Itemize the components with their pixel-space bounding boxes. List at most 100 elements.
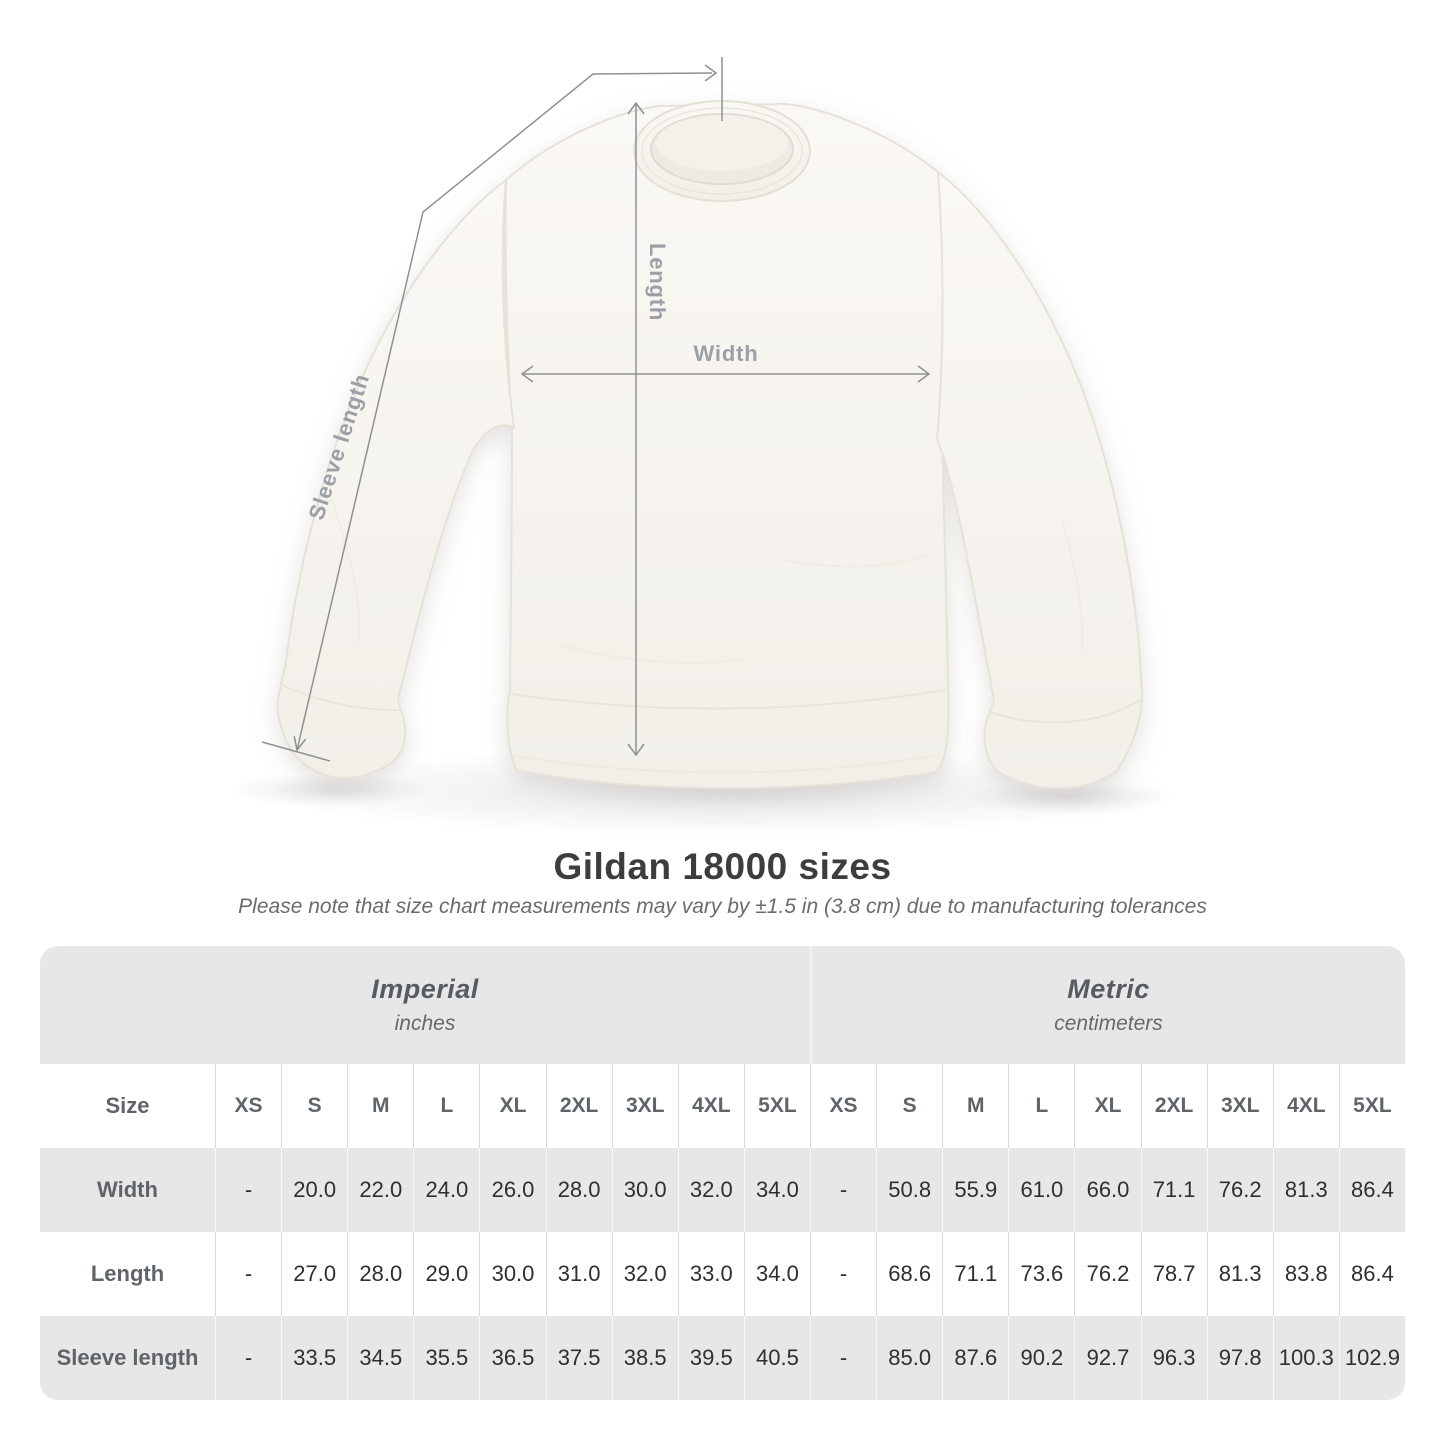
measurement-cell-imperial: 30.0	[611, 1148, 678, 1232]
metric-title: Metric	[1067, 974, 1150, 1004]
unit-header-band: Imperial inches Metric centimeters	[40, 946, 1405, 1064]
sweatshirt-illustration: Length Width Sleeve length	[230, 57, 1177, 836]
measurement-cell-imperial: 34.0	[743, 1148, 810, 1232]
row-label: Width	[40, 1148, 215, 1232]
measurement-cell-metric: 78.7	[1140, 1232, 1207, 1316]
length-label: Length	[645, 243, 670, 321]
measurement-cell-imperial: 36.5	[479, 1316, 546, 1400]
measurement-cell-metric: -	[810, 1232, 877, 1316]
left-cuff-seam	[279, 683, 401, 712]
sleeve-measure-line	[296, 72, 713, 751]
measurement-cell-metric: 71.1	[1140, 1148, 1207, 1232]
sweatshirt-body-group	[276, 100, 1143, 790]
measurement-cell-imperial: 29.0	[413, 1232, 480, 1316]
measurement-cell-metric: 81.3	[1272, 1148, 1339, 1232]
measurement-cell-metric: -	[810, 1148, 877, 1232]
measurement-cell-imperial: -	[215, 1148, 282, 1232]
size-header-metric: 2XL	[1140, 1064, 1207, 1148]
measurement-cell-metric: 86.4	[1338, 1148, 1405, 1232]
imperial-header: Imperial inches	[40, 946, 810, 1064]
measurement-cell-metric: 83.8	[1272, 1232, 1339, 1316]
size-header-metric: XS	[810, 1064, 877, 1148]
size-header-metric: XL	[1074, 1064, 1141, 1148]
arrowhead	[627, 101, 645, 115]
size-header-metric: 5XL	[1338, 1064, 1405, 1148]
imperial-title: Imperial	[371, 974, 479, 1004]
measurement-cell-metric: 100.3	[1272, 1316, 1339, 1400]
arrowhead	[627, 743, 645, 757]
measurement-cell-imperial: 37.5	[545, 1316, 612, 1400]
collar	[633, 100, 811, 202]
metric-unit: centimeters	[1054, 1012, 1163, 1035]
measurement-cell-metric: 50.8	[876, 1148, 943, 1232]
row-label: Sleeve length	[40, 1316, 215, 1400]
torso	[504, 103, 950, 790]
wrinkle	[1061, 519, 1084, 653]
measurement-cell-metric: 97.8	[1206, 1316, 1273, 1400]
measurement-cell-imperial: 33.5	[281, 1316, 348, 1400]
left-sleeve	[276, 179, 515, 779]
wrinkle	[331, 499, 361, 643]
measurement-cell-metric: 61.0	[1008, 1148, 1075, 1232]
size-column-header: Size	[40, 1064, 215, 1148]
measurement-cell-imperial: 27.0	[281, 1232, 348, 1316]
size-header-imperial: 3XL	[611, 1064, 678, 1148]
sweatshirt-diagram: Length Width Sleeve length	[230, 57, 1177, 836]
size-header-metric: S	[876, 1064, 943, 1148]
row-label: Length	[40, 1232, 215, 1316]
measurement-cell-imperial: 40.5	[743, 1316, 810, 1400]
size-grid: Size XS S M L XL 2XL 3XL 4XL 5XL XS S M L XL 2XL 3XL 4XL 5…	[40, 1064, 1405, 1400]
size-header-metric: 4XL	[1272, 1064, 1339, 1148]
size-header-imperial: 5XL	[743, 1064, 810, 1148]
measurement-cell-imperial: 34.0	[743, 1232, 810, 1316]
measurement-cell-metric: 55.9	[942, 1148, 1009, 1232]
measurement-cell-imperial: 24.0	[413, 1148, 480, 1232]
hem-seam	[513, 755, 935, 774]
measurement-cell-metric: 71.1	[942, 1232, 1009, 1316]
arrowhead	[520, 365, 534, 383]
measurement-cell-metric: 86.4	[1338, 1232, 1405, 1316]
right-cuff-seam	[989, 699, 1141, 724]
size-table: Imperial inches Metric centimeters Size X…	[40, 946, 1405, 1400]
measurement-cell-imperial: 35.5	[413, 1316, 480, 1400]
size-header-imperial: 4XL	[677, 1064, 744, 1148]
measurement-cell-metric: 92.7	[1074, 1316, 1141, 1400]
measurement-cell-imperial: 38.5	[611, 1316, 678, 1400]
measurement-cell-metric: 66.0	[1074, 1148, 1141, 1232]
measurement-cell-metric: -	[810, 1316, 877, 1400]
size-header-metric: M	[942, 1064, 1009, 1148]
size-header-imperial: XL	[479, 1064, 546, 1148]
width-label: Width	[694, 341, 759, 366]
measurement-cell-metric: 90.2	[1008, 1316, 1075, 1400]
measurement-cell-imperial: 30.0	[479, 1232, 546, 1316]
measurement-cell-metric: 87.6	[942, 1316, 1009, 1400]
measurement-cell-imperial: 32.0	[611, 1232, 678, 1316]
arrowhead	[293, 736, 307, 752]
measurement-cell-metric: 81.3	[1206, 1232, 1273, 1316]
size-header-metric: L	[1008, 1064, 1075, 1148]
waistband-seam	[511, 689, 947, 710]
tolerance-note: Please note that size chart measurements…	[238, 895, 1207, 918]
size-header-imperial: M	[347, 1064, 414, 1148]
measurement-cell-metric: 85.0	[876, 1316, 943, 1400]
measurement-cell-imperial: 22.0	[347, 1148, 414, 1232]
arrowhead	[704, 64, 718, 82]
measurement-cell-metric: 76.2	[1206, 1148, 1273, 1232]
measurement-cell-metric: 68.6	[876, 1232, 943, 1316]
measurement-cell-metric: 76.2	[1074, 1232, 1141, 1316]
garment-shadow	[230, 748, 1177, 836]
measurement-cell-imperial: 20.0	[281, 1148, 348, 1232]
measurement-cell-imperial: 34.5	[347, 1316, 414, 1400]
measurement-cell-imperial: 31.0	[545, 1232, 612, 1316]
measurement-cell-imperial: 26.0	[479, 1148, 546, 1232]
measurement-cell-imperial: -	[215, 1316, 282, 1400]
measurement-cell-metric: 96.3	[1140, 1316, 1207, 1400]
imperial-unit: inches	[394, 1012, 456, 1035]
measurement-cell-imperial: 28.0	[347, 1232, 414, 1316]
size-header-imperial: L	[413, 1064, 480, 1148]
wrinkle	[781, 552, 931, 568]
measurement-cell-metric: 73.6	[1008, 1232, 1075, 1316]
measurement-cell-imperial: -	[215, 1232, 282, 1316]
measurement-cell-imperial: 39.5	[677, 1316, 744, 1400]
